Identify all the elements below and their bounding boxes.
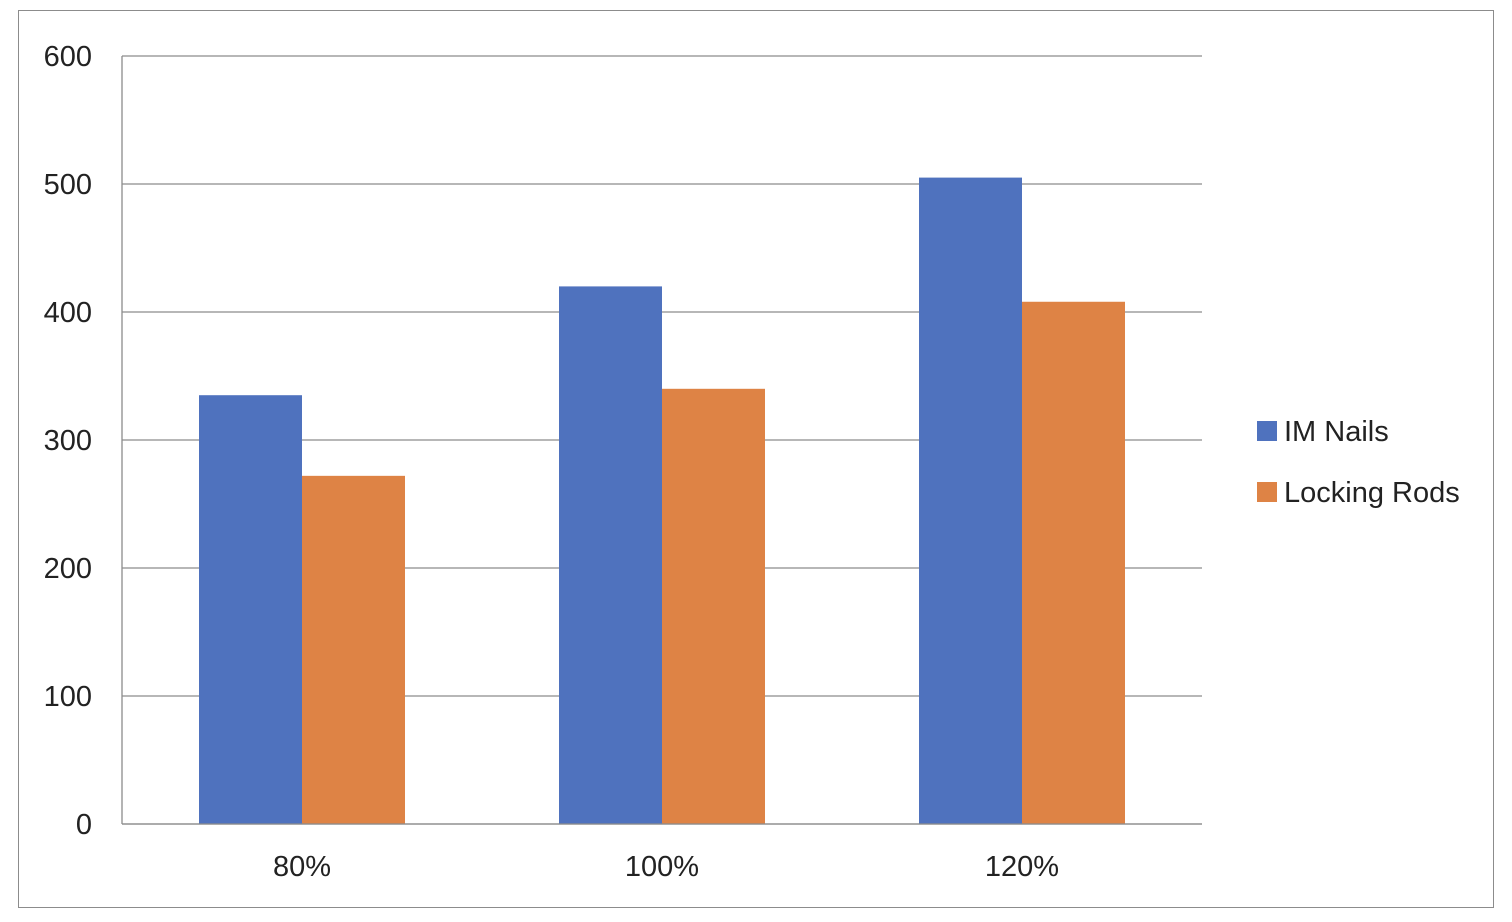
y-tick-label: 0: [76, 809, 92, 841]
legend-swatch: [1257, 421, 1277, 441]
x-tick-label: 120%: [985, 851, 1059, 883]
chart-frame: [18, 10, 1494, 908]
y-tick-label: 300: [44, 425, 92, 457]
x-tick-label: 100%: [625, 851, 699, 883]
x-tick-labels: 80% 100% 120%: [273, 851, 1059, 883]
legend: IM Nails Locking Rods: [1257, 416, 1460, 509]
legend-swatch: [1257, 482, 1277, 502]
bar-locking-rods-120pct: [1022, 301, 1125, 824]
bar-locking-rods-100pct: [662, 388, 765, 824]
legend-label: IM Nails: [1284, 416, 1389, 448]
bars: [199, 177, 1125, 825]
y-tick-label: 500: [44, 169, 92, 201]
bar-im-nails-80pct: [199, 395, 302, 824]
y-tick-label: 200: [44, 553, 92, 585]
bar-locking-rods-80pct: [302, 475, 405, 824]
axes: [121, 56, 1202, 825]
y-tick-label: 400: [44, 297, 92, 329]
bar-im-nails-100pct: [559, 286, 662, 824]
x-tick-label: 80%: [273, 851, 331, 883]
y-tick-label: 600: [44, 41, 92, 73]
bar-im-nails-120pct: [919, 177, 1022, 825]
y-tick-label: 100: [44, 681, 92, 713]
y-tick-labels: 0 100 200 300 400 500 600: [44, 41, 92, 841]
legend-label: Locking Rods: [1284, 477, 1460, 509]
